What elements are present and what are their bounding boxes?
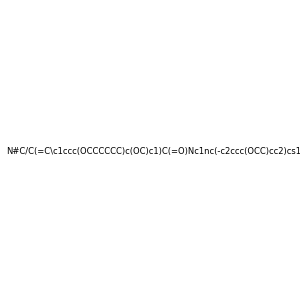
Text: N#C/C(=C\c1ccc(OCCCCCC)c(OC)c1)C(=O)Nc1nc(-c2ccc(OCC)cc2)cs1: N#C/C(=C\c1ccc(OCCCCCC)c(OC)c1)C(=O)Nc1n… xyxy=(6,147,300,156)
